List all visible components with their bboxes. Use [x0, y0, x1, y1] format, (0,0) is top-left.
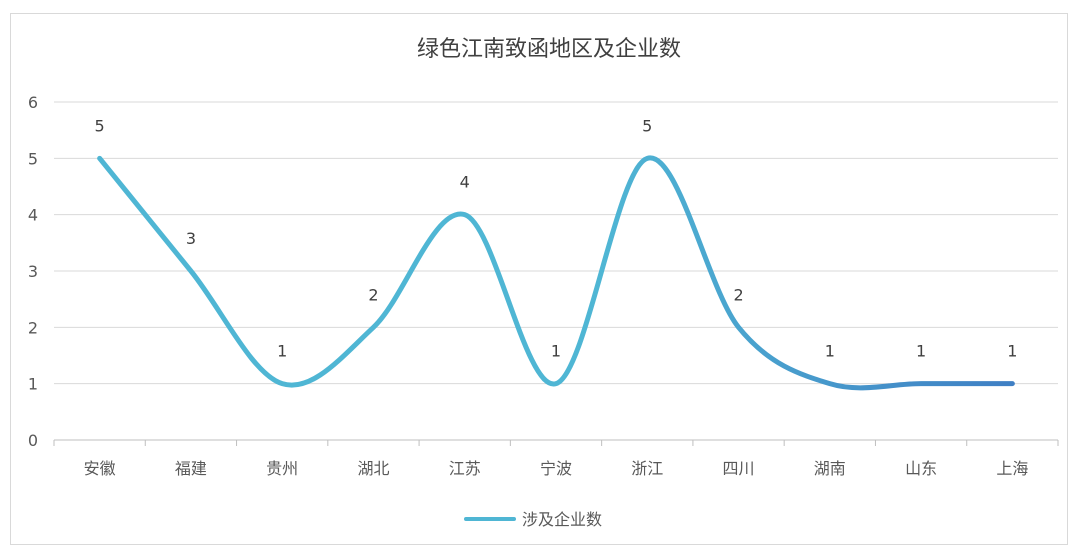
x-tick-label: 上海: [996, 459, 1028, 478]
x-tick-label: 宁波: [540, 459, 572, 478]
x-tick-label: 江苏: [449, 459, 481, 478]
x-tick-label: 安徽: [84, 459, 116, 478]
x-tick-label: 山东: [905, 459, 937, 478]
x-tick-label: 贵州: [266, 459, 298, 478]
y-tick-label: 1: [28, 375, 38, 394]
y-tick-label: 5: [28, 149, 38, 168]
data-label: 1: [551, 342, 561, 361]
y-tick-label: 3: [28, 262, 38, 281]
y-tick-label: 0: [28, 431, 38, 450]
data-label: 2: [368, 285, 378, 304]
x-tick-label: 浙江: [631, 459, 663, 478]
x-tick-label: 福建: [175, 459, 207, 478]
chart-title: 绿色江南致函地区及企业数: [417, 37, 681, 62]
x-tick-label: 四川: [723, 459, 755, 478]
data-label: 1: [1007, 342, 1017, 361]
data-label: 5: [95, 116, 105, 135]
x-tick-label: 湖南: [814, 459, 846, 478]
data-label: 5: [642, 116, 652, 135]
y-tick-label: 6: [28, 93, 38, 112]
data-label: 4: [460, 173, 470, 192]
legend-label: 涉及企业数: [522, 510, 602, 529]
x-tick-label: 湖北: [357, 459, 389, 478]
data-label: 3: [186, 229, 196, 248]
data-label: 2: [733, 285, 743, 304]
y-tick-label: 4: [28, 206, 38, 225]
data-label: 1: [277, 342, 287, 361]
data-label: 1: [916, 342, 926, 361]
data-label: 1: [825, 342, 835, 361]
series-line: [97, 155, 1015, 391]
y-tick-label: 2: [28, 318, 38, 337]
